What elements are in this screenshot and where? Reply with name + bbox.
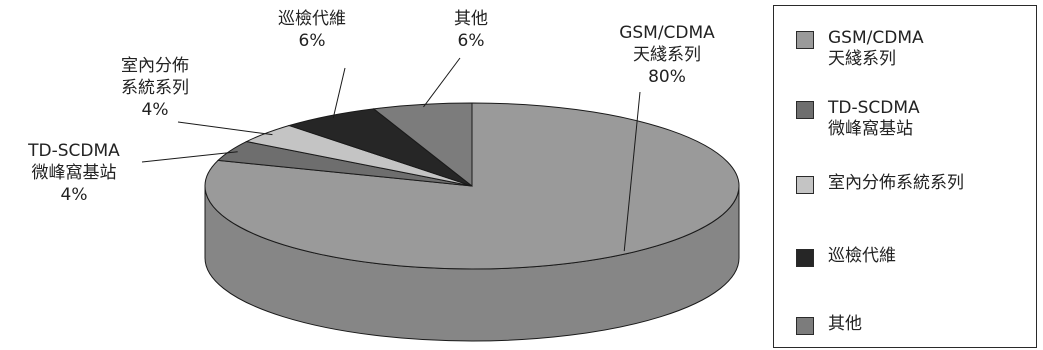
leader-line-gsm-cdma [623, 91, 641, 252]
legend-swatch-indoor [796, 176, 814, 194]
callout-td-scdma-line-2: 微峰窩基站 [31, 163, 117, 183]
callout-gsm-cdma-line-2: 天綫系列 [633, 45, 701, 65]
legend-label-inspection-line-1: 巡檢代維 [828, 246, 896, 266]
callout-indoor-pct: 4% [141, 100, 169, 120]
legend-swatch-td-scdma [796, 101, 814, 119]
legend-label-indoor: 室內分佈系統系列 [828, 173, 964, 194]
callout-indoor-line-1: 室內分佈 [121, 56, 189, 76]
callout-other-pct: 6% [457, 31, 485, 51]
callout-inspection: 巡檢代維 6% [262, 8, 362, 52]
legend-label-other-line-1: 其他 [828, 314, 862, 334]
callout-td-scdma-line-1: TD-SCDMA [28, 141, 120, 161]
legend-label-td-scdma-line-2: 微峰窩基站 [828, 119, 913, 139]
legend: GSM/CDMA 天綫系列 TD-SCDMA 微峰窩基站 室內分佈系統系列 巡檢… [773, 5, 1037, 348]
pie-slice-other [372, 102, 473, 188]
legend-label-td-scdma: TD-SCDMA 微峰窩基站 [828, 98, 920, 140]
leader-line-td-scdma [141, 151, 238, 163]
legend-item-other: 其他 [796, 314, 862, 335]
legend-label-other: 其他 [828, 314, 862, 335]
legend-label-indoor-line-1: 室內分佈系統系列 [828, 173, 964, 193]
callout-inspection-line-1: 巡檢代維 [278, 9, 346, 29]
legend-label-td-scdma-line-1: TD-SCDMA [828, 98, 920, 118]
callout-other: 其他 6% [436, 8, 506, 52]
callout-gsm-cdma-pct: 80% [648, 67, 686, 87]
leader-line-inspection [332, 67, 346, 119]
legend-label-gsm-cdma: GSM/CDMA 天綫系列 [828, 28, 924, 70]
callout-other-line-1: 其他 [454, 9, 488, 29]
leader-line-indoor [177, 121, 273, 136]
callout-td-scdma: TD-SCDMA 微峰窩基站 4% [4, 140, 144, 206]
legend-swatch-gsm-cdma [796, 31, 814, 49]
legend-swatch-inspection [796, 249, 814, 267]
callout-gsm-cdma: GSM/CDMA 天綫系列 80% [602, 22, 732, 88]
callout-indoor: 室內分佈 系統系列 4% [100, 55, 210, 121]
legend-item-indoor: 室內分佈系統系列 [796, 173, 964, 194]
callout-inspection-pct: 6% [298, 31, 326, 51]
callout-gsm-cdma-line-1: GSM/CDMA [619, 23, 715, 43]
callout-td-scdma-pct: 4% [60, 185, 88, 205]
callout-indoor-line-2: 系統系列 [121, 78, 189, 98]
legend-item-gsm-cdma: GSM/CDMA 天綫系列 [796, 28, 924, 70]
legend-swatch-other [796, 317, 814, 335]
pie-chart [141, 57, 740, 342]
legend-label-gsm-cdma-line-1: GSM/CDMA [828, 28, 924, 48]
legend-label-inspection: 巡檢代維 [828, 246, 896, 267]
legend-label-gsm-cdma-line-2: 天綫系列 [828, 49, 896, 69]
legend-item-td-scdma: TD-SCDMA 微峰窩基站 [796, 98, 920, 140]
leader-line-other [423, 57, 461, 108]
legend-item-inspection: 巡檢代維 [796, 246, 896, 267]
